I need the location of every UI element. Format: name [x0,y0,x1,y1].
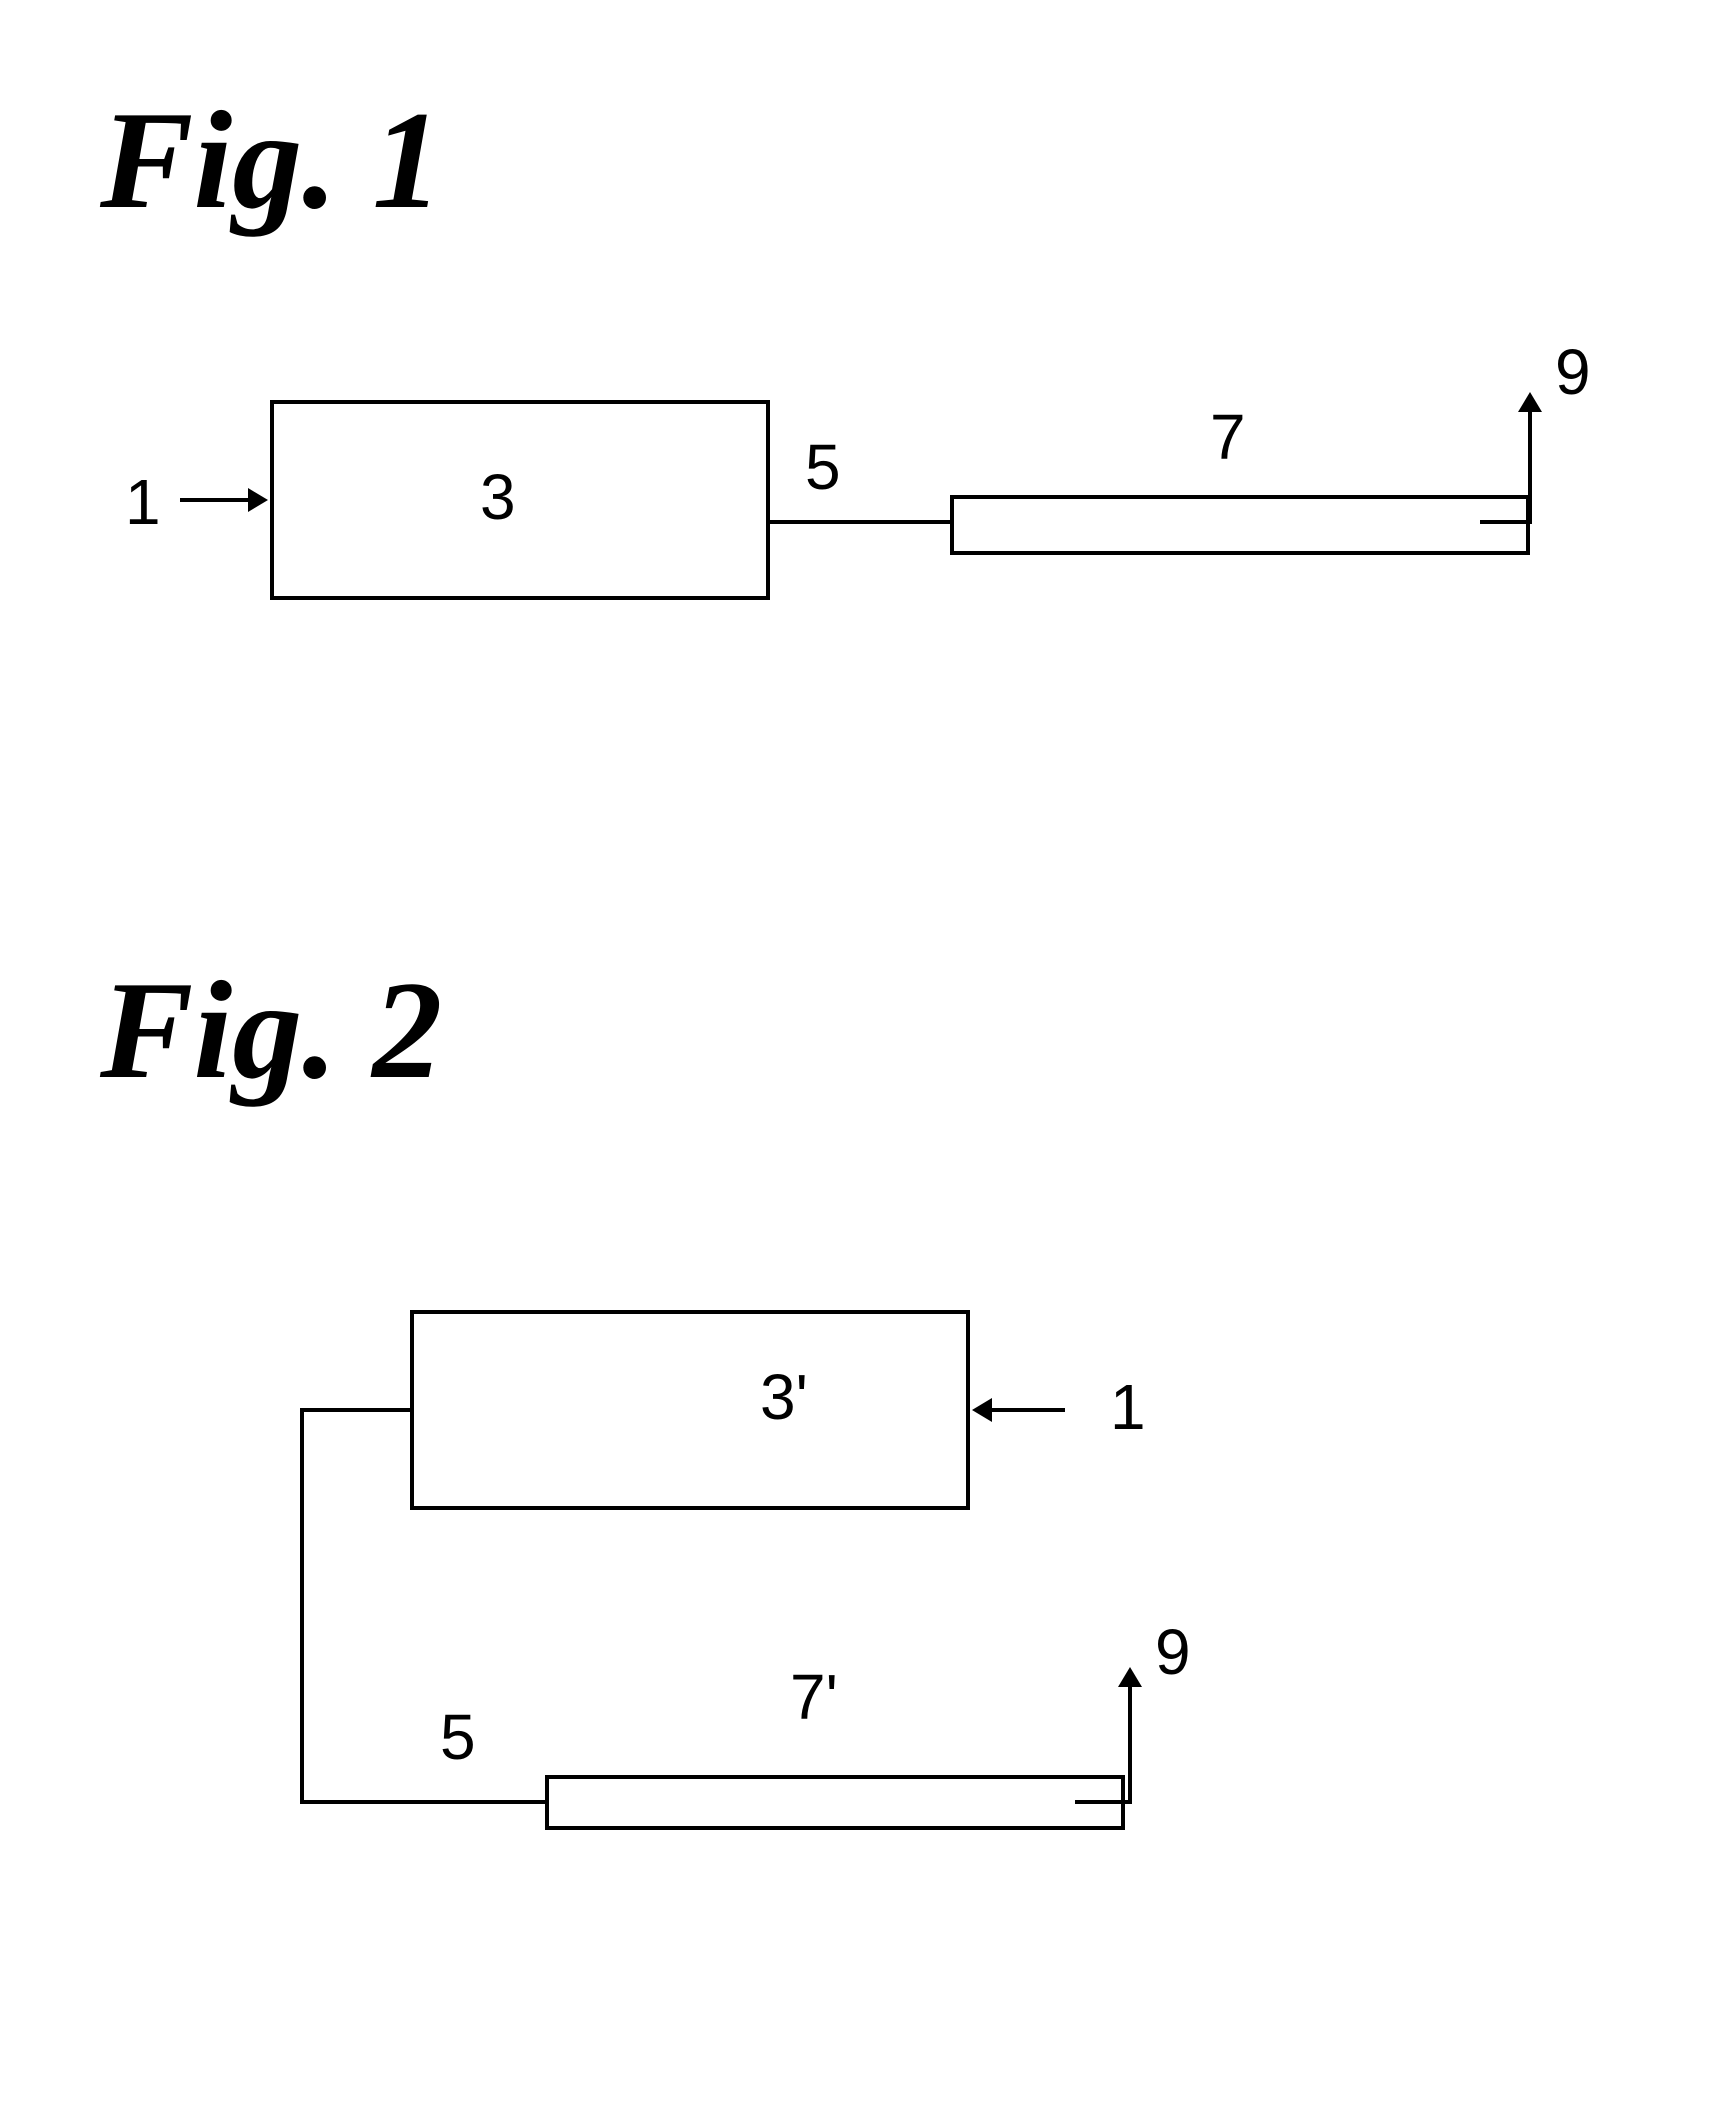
fig2-line5-h2 [300,1800,545,1804]
fig1-box-7 [950,495,1530,555]
fig2-arrow1-head [972,1398,992,1422]
fig1-arrow9-line [1528,410,1532,524]
fig1-box-3 [270,400,770,600]
fig1-arrow1-head [248,488,268,512]
fig1-line-5 [770,520,950,524]
fig2-arrow1-line [990,1408,1065,1412]
fig2-box-7 [545,1775,1125,1830]
fig2-line5-v [300,1408,304,1804]
fig1-label-7: 7 [1210,400,1246,474]
fig2-title: Fig. 2 [100,950,442,1111]
fig2-label-7: 7' [790,1660,838,1734]
fig2-label-1: 1 [1110,1370,1146,1444]
fig1-title: Fig. 1 [100,80,442,241]
fig2-label-3: 3' [760,1360,808,1434]
fig1-arrow1-line [180,498,250,502]
fig2-arrow9-line [1128,1685,1132,1804]
fig2-box-3 [410,1310,970,1510]
fig1-label-9: 9 [1555,335,1591,409]
fig2-line5-h1 [300,1408,410,1412]
fig2-line9-h [1075,1800,1130,1804]
fig1-arrow9-head [1518,392,1542,412]
fig2-label-9: 9 [1155,1615,1191,1689]
fig1-label-5: 5 [805,430,841,504]
fig2-arrow9-head [1118,1667,1142,1687]
fig1-label-3: 3 [480,460,516,534]
fig1-line9-h [1480,520,1530,524]
fig1-label-1: 1 [125,465,161,539]
fig2-label-5: 5 [440,1700,476,1774]
